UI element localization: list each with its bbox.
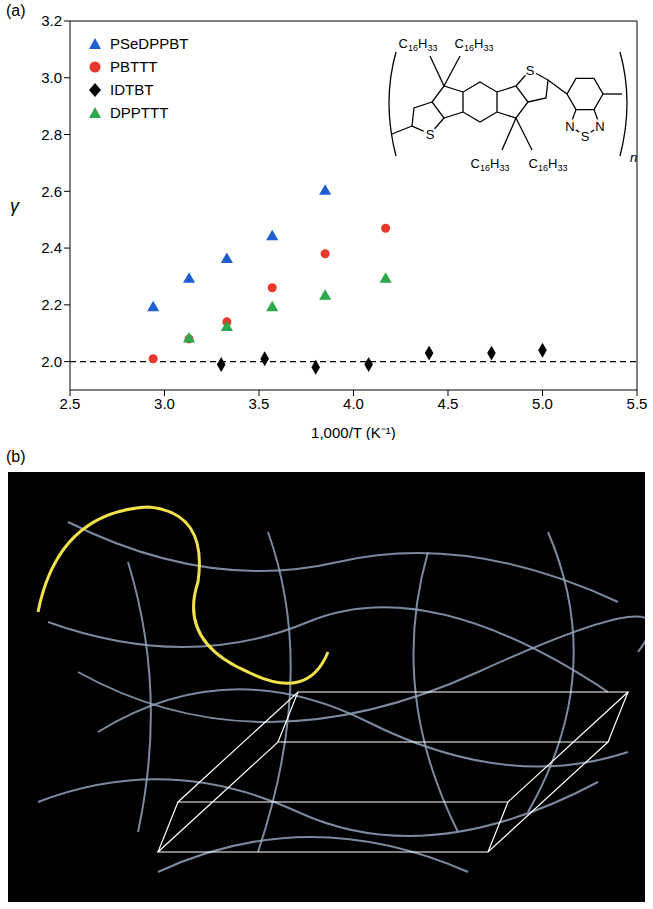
svg-text:5.5: 5.5 bbox=[627, 395, 648, 412]
svg-text:N: N bbox=[595, 119, 604, 134]
svg-text:4.5: 4.5 bbox=[438, 395, 459, 412]
html-text:IDTBT: IDTBT bbox=[110, 81, 154, 98]
svg-text:5.0: 5.0 bbox=[532, 395, 553, 412]
svg-text:2.0: 2.0 bbox=[41, 353, 62, 370]
html-text:PBTTT: PBTTT bbox=[110, 58, 158, 75]
svg-text:n: n bbox=[630, 150, 637, 165]
svg-text:γ: γ bbox=[10, 196, 20, 216]
svg-text:2.6: 2.6 bbox=[41, 183, 62, 200]
html-text:DPPTTT: DPPTTT bbox=[110, 104, 169, 121]
svg-text:N: N bbox=[565, 119, 574, 134]
svg-text:2.5: 2.5 bbox=[60, 395, 81, 412]
svg-text:3.2: 3.2 bbox=[41, 12, 62, 29]
html-text:(a): (a) bbox=[6, 2, 26, 19]
svg-text:S: S bbox=[426, 127, 435, 142]
html-text:(b): (b) bbox=[6, 448, 26, 465]
svg-text:3.0: 3.0 bbox=[41, 69, 62, 86]
svg-text:4.0: 4.0 bbox=[343, 395, 364, 412]
svg-text:2.2: 2.2 bbox=[41, 296, 62, 313]
svg-text:1,000/T (K⁻¹): 1,000/T (K⁻¹) bbox=[311, 424, 396, 440]
svg-text:C16H33: C16H33 bbox=[471, 156, 510, 173]
svg-text:S: S bbox=[526, 63, 535, 78]
html-text:PSeDPPBT: PSeDPPBT bbox=[110, 35, 189, 52]
svg-text:C16H33: C16H33 bbox=[399, 36, 438, 53]
svg-text:C16H33: C16H33 bbox=[455, 36, 494, 53]
svg-text:2.8: 2.8 bbox=[41, 126, 62, 143]
svg-text:3.0: 3.0 bbox=[154, 395, 175, 412]
svg-text:C16H33: C16H33 bbox=[529, 156, 568, 173]
svg-text:3.5: 3.5 bbox=[249, 395, 270, 412]
svg-text:S: S bbox=[581, 129, 590, 144]
svg-text:2.4: 2.4 bbox=[41, 239, 62, 256]
